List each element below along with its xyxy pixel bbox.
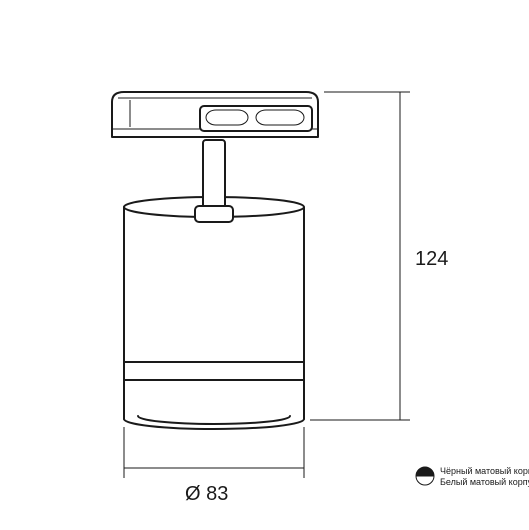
diameter-label: Ø 83 bbox=[185, 483, 228, 505]
technical-drawing: { "drawing": { "diameter_label": "Ø 83",… bbox=[0, 0, 529, 530]
color-legend bbox=[416, 467, 434, 485]
track-bracket bbox=[112, 92, 318, 137]
legend-white-label: Белый матовый корпус bbox=[440, 477, 529, 487]
height-label: 124 bbox=[415, 248, 448, 270]
lamp-stem bbox=[195, 140, 233, 222]
drawing-svg: Ø 83 124 Чёрный матовый корпус Белый мат… bbox=[0, 0, 529, 530]
dimension-height bbox=[310, 92, 410, 420]
dimension-diameter bbox=[124, 427, 304, 478]
lamp-cylinder bbox=[124, 197, 304, 429]
legend-black-label: Чёрный матовый корпус bbox=[440, 466, 529, 476]
